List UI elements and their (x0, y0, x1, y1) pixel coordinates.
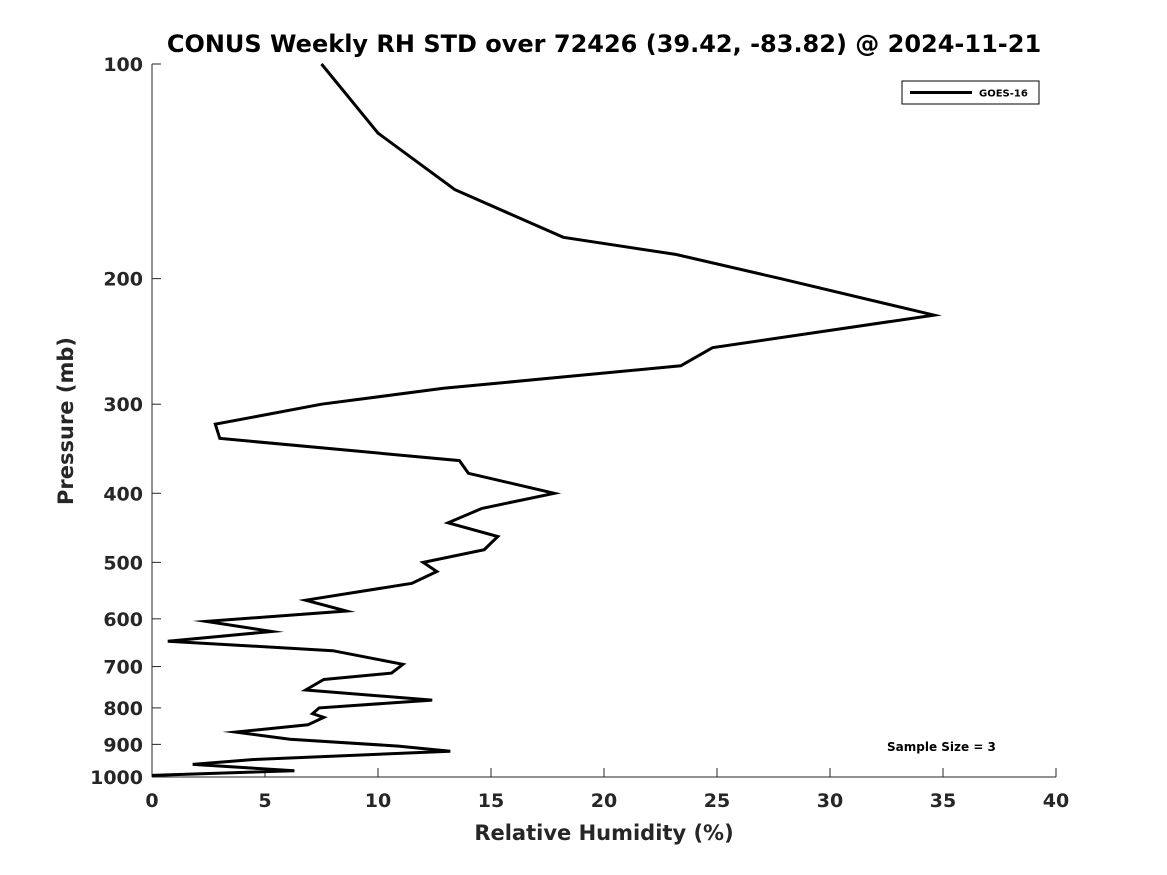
x-tick-label: 0 (145, 790, 158, 812)
x-tick-label: 30 (817, 790, 843, 812)
sample-size-annotation: Sample Size = 3 (887, 740, 996, 754)
x-axis-label: Relative Humidity (%) (474, 821, 733, 845)
x-tick-label: 5 (258, 790, 271, 812)
series-line-goes-16 (151, 63, 942, 777)
y-tick-label: 900 (103, 734, 143, 756)
axes (151, 63, 1057, 778)
y-tick-label: 800 (103, 698, 143, 720)
x-tick-label: 35 (930, 790, 956, 812)
x-tick-label: 20 (591, 790, 617, 812)
y-tick-label: 500 (103, 552, 143, 574)
y-tick-label: 600 (103, 609, 143, 631)
x-tick-label: 15 (478, 790, 504, 812)
plot-area (151, 63, 942, 777)
y-tick-label: 400 (103, 483, 143, 505)
y-axis-label: Pressure (mb) (54, 337, 78, 505)
y-tick-label: 1000 (90, 767, 143, 789)
tick-labels: 0 5 10 15 20 25 30 35 40 100 200 300 400 500 600 700 800… (90, 54, 1069, 812)
x-tick-label: 25 (704, 790, 730, 812)
legend: GOES-16 (901, 80, 1040, 105)
y-tick-label: 200 (103, 269, 143, 291)
chart-title: CONUS Weekly RH STD over 72426 (39.42, -… (167, 30, 1041, 58)
y-tick-label: 700 (103, 657, 143, 679)
x-tick-label: 40 (1043, 790, 1069, 812)
legend-label-goes-16: GOES-16 (979, 89, 1028, 100)
y-tick-label: 100 (103, 54, 143, 76)
y-tick-label: 300 (103, 394, 143, 416)
x-tick-label: 10 (365, 790, 391, 812)
